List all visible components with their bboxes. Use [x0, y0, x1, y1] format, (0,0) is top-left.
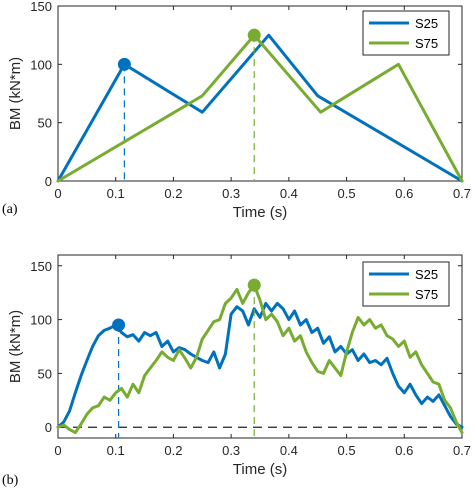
chart-a-xlabel: Time (s) — [233, 204, 287, 221]
chart-a-xtick-label: 0.6 — [395, 186, 413, 201]
chart-a-ytick-label: 100 — [30, 57, 52, 72]
chart-b-legend-entry-s25-label: S25 — [415, 267, 438, 282]
chart-a-xtick-label: 0 — [54, 186, 61, 201]
chart-a-xtick-label: 0.1 — [107, 186, 125, 201]
chart-b-xlabel: Time (s) — [233, 461, 287, 478]
chart-a-xtick-label: 0.4 — [280, 186, 298, 201]
chart-a-ytick-label: 150 — [30, 0, 52, 14]
chart-b-ytick-label: 150 — [30, 259, 52, 274]
chart-a-xtick-label: 0.3 — [222, 186, 240, 201]
chart-b-series-s25-line — [56, 301, 464, 429]
chart-b-xtick-label: 0.5 — [338, 443, 356, 458]
chart-a-ylabel: BM (kN*m) — [7, 57, 24, 130]
chart-b-series-s75-line — [56, 283, 464, 435]
chart-a-series-s25-line — [56, 33, 464, 183]
chart-b-ytick-label: 50 — [38, 366, 52, 381]
chart-a-ytick-label: 0 — [45, 174, 52, 189]
chart-b-xtick-label: 0.6 — [395, 443, 413, 458]
chart-b-legend-entry-s75-label: S75 — [415, 287, 438, 302]
chart-b-ytick-label: 100 — [30, 313, 52, 328]
chart-a-xtick-label: 0.5 — [338, 186, 356, 201]
chart-a: 0 0.1 0.2 0.3 0.4 0.5 0.6 0.7 0 50 100 150 Time (s) B… — [2, 0, 471, 221]
chart-a-ytick-label: 50 — [38, 116, 52, 131]
chart-a-xtick-label: 0.2 — [164, 186, 182, 201]
chart-a-legend-entry-s75-label: S75 — [415, 36, 438, 51]
chart-b-series-s75-peak-marker — [247, 278, 261, 292]
chart-b-xtick-label: 0.4 — [280, 443, 298, 458]
chart-a-panel-label: (a) — [2, 202, 18, 217]
chart-a-xtick-label: 0.7 — [453, 186, 471, 201]
chart-b-ytick-label: 0 — [45, 420, 52, 435]
chart-a-series-s75-line — [56, 33, 464, 183]
chart-a-series-s75-peak-marker — [247, 28, 261, 42]
chart-a-series-s25-peak-marker — [117, 57, 131, 71]
chart-a-legend-entry-s25-label: S25 — [415, 16, 438, 31]
chart-b-xtick-label: 0.3 — [222, 443, 240, 458]
chart-b-panel-label: (b) — [2, 473, 19, 488]
chart-a-legend-box — [362, 10, 450, 56]
chart-b-xtick-label: 0 — [54, 443, 61, 458]
chart-b-xtick-label: 0.2 — [164, 443, 182, 458]
chart-b-ylabel: BM (kN*m) — [7, 310, 24, 383]
chart-b-xtick-label: 0.7 — [453, 443, 471, 458]
chart-b-series-s25-peak-marker — [112, 318, 126, 332]
chart-b: 0 0.1 0.2 0.3 0.4 0.5 0.6 0.7 0 50 100 150 Time (s) B… — [2, 254, 471, 488]
chart-b-xtick-label: 0.1 — [107, 443, 125, 458]
chart-b-legend-box — [362, 261, 450, 307]
